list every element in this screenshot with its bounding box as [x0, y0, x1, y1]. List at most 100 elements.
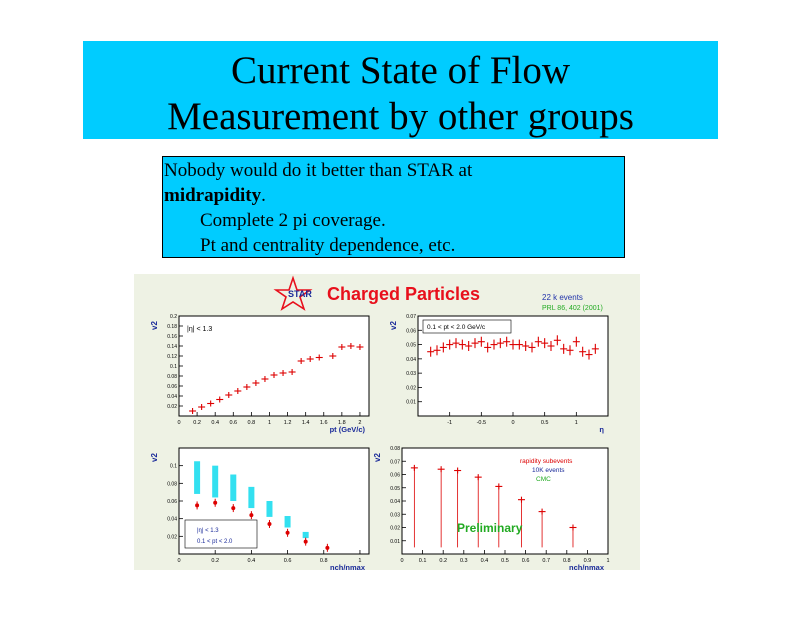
events-note: 22 k events: [542, 293, 583, 302]
chart-panel-1: 0 0.2 0.4 0.6 0.8 1 1.2 1.4 1.6 1.8 2 0.02 0.04 0.06 0…: [150, 314, 370, 434]
figure-heading: Charged Particles: [327, 284, 480, 304]
y-tick-label: 0.1: [170, 464, 177, 470]
x-tick-label: 0.5: [541, 420, 549, 426]
legend-entry: |η| < 1.3: [197, 528, 219, 534]
band-bar: [266, 501, 273, 517]
text-line-2: midrapidity.: [164, 185, 266, 207]
x-tick-label: 0.4: [211, 420, 219, 426]
data-point: [231, 506, 236, 511]
panel-annotation: |η| < 1.3: [187, 326, 212, 333]
y-axis-label: v2: [389, 321, 398, 330]
x-tick-label: 1: [358, 558, 361, 564]
x-axis-label: pt (GeV/c): [330, 425, 366, 434]
data-point: [213, 500, 218, 505]
x-tick-label: 1.4: [302, 420, 310, 426]
x-tick-label: 2: [358, 420, 361, 426]
chart-panel-2: -1 -0.5 0 0.5 1 0.01 0.02 0.03 0.04 0.05 0.06 0.07 v…: [389, 314, 609, 434]
y-tick-label: 0.06: [390, 473, 400, 479]
slide-text-box: Nobody would do it better than STAR at m…: [162, 156, 625, 258]
x-tick-label: 1.2: [284, 420, 292, 426]
y-tick-label: 0.07: [390, 459, 400, 465]
y-tick-label: 0.04: [390, 499, 400, 505]
reference-note: PRL 86, 402 (2001): [542, 305, 603, 312]
x-tick-label: 0.3: [460, 558, 468, 564]
y-tick-label: 0.02: [406, 385, 416, 391]
y-tick-label: 0.12: [167, 354, 177, 360]
y-tick-label: 0.05: [390, 486, 400, 492]
preliminary-label: Preliminary: [457, 521, 523, 535]
band-bar: [248, 486, 255, 509]
y-tick-label: 0.04: [406, 357, 416, 363]
y-tick-label: 0.06: [167, 499, 177, 505]
x-tick-label: 0.2: [193, 420, 201, 426]
x-tick-label: 0.6: [229, 420, 237, 426]
slide-title-line1: Current State of Flow: [230, 49, 571, 92]
plot-frame: [178, 315, 370, 417]
x-axis-label: nch/nmax: [569, 563, 605, 570]
y-tick-label: 0.04: [167, 517, 177, 523]
x-axis-label: nch/nmax: [330, 563, 366, 570]
y-tick-label: 0.02: [167, 534, 177, 540]
text-line-2-rest: .: [261, 185, 266, 206]
legend-entry: CMC: [536, 476, 551, 483]
y-tick-label: 0.08: [167, 481, 177, 487]
panel-annotation: 0.1 < pt < 2.0 GeV/c: [427, 324, 486, 331]
legend-box: [184, 519, 258, 549]
y-tick-label: 0.01: [390, 539, 400, 545]
y-tick-label: 0.03: [406, 371, 416, 377]
band-bar: [284, 516, 291, 528]
y-tick-label: 0.02: [390, 526, 400, 532]
band-bar: [194, 461, 201, 494]
band-bar: [302, 531, 309, 539]
chart-panel-4: 0 0.1 0.2 0.3 0.4 0.5 0.6 0.7 0.8 0.9 1 0.01 0.02 0.0…: [373, 446, 610, 572]
y-tick-label: 0.03: [390, 512, 400, 518]
legend-entry: 0.1 < pt < 2.0: [197, 539, 233, 545]
data-point: [325, 545, 330, 550]
x-tick-label: 1.8: [338, 420, 346, 426]
y-tick-label: 0.06: [406, 328, 416, 334]
annotation-box: [422, 319, 512, 334]
x-tick-label: 1: [606, 558, 609, 564]
text-line-1: Nobody would do it better than STAR at: [164, 160, 473, 181]
x-tick-label: 0.2: [211, 558, 219, 564]
x-tick-label: 1.6: [320, 420, 328, 426]
x-tick-label: 0.7: [542, 558, 550, 564]
x-tick-label: 0.8: [320, 558, 328, 564]
x-tick-label: 0.1: [419, 558, 427, 564]
plot-frame: [401, 447, 609, 555]
y-tick-label: 0.05: [406, 343, 416, 349]
y-tick-label: 0.07: [406, 314, 416, 320]
slide-title-line2: Measurement by other groups: [167, 95, 634, 138]
x-tick-label: 0.9: [584, 558, 592, 564]
data-point: [303, 539, 308, 544]
y-tick-label: 0.18: [167, 324, 177, 330]
x-tick-label: 0: [511, 420, 514, 426]
y-tick-label: 0.04: [167, 394, 177, 400]
x-axis-label: η: [599, 425, 604, 434]
chart-panel-3: 0 0.2 0.4 0.6 0.8 1 0.02 0.04 0.06 0.08 0.1 v2 nch/n…: [150, 447, 370, 572]
y-tick-label: 0.02: [167, 404, 177, 410]
slide-title-box: Current State of Flow Measurement by oth…: [83, 41, 718, 139]
figure-svg: STAR Charged Particles 22 k events PRL 8…: [150, 275, 610, 572]
y-tick-label: 0.14: [167, 344, 177, 350]
y-tick-label: 0.1: [170, 364, 177, 370]
band-bar: [212, 465, 219, 498]
x-tick-label: 0: [400, 558, 403, 564]
y-tick-label: 0.06: [167, 384, 177, 390]
x-tick-label: 0.6: [284, 558, 292, 564]
data-point: [195, 503, 200, 508]
data-point: [249, 513, 254, 518]
y-axis-label: v2: [150, 321, 159, 330]
x-tick-label: 0.8: [563, 558, 571, 564]
star-logo-text: STAR: [288, 289, 312, 299]
data-point: [285, 530, 290, 535]
y-tick-label: 0.16: [167, 334, 177, 340]
band-bar: [230, 474, 237, 501]
figure-panel: STAR Charged Particles 22 k events PRL 8…: [134, 274, 640, 572]
y-tick-label: 0.08: [167, 374, 177, 380]
y-axis-label: v2: [150, 453, 159, 462]
y-axis-label: v2: [373, 453, 382, 462]
x-tick-label: 0: [177, 420, 180, 426]
x-tick-label: 1: [268, 420, 271, 426]
x-tick-label: 0.4: [481, 558, 489, 564]
